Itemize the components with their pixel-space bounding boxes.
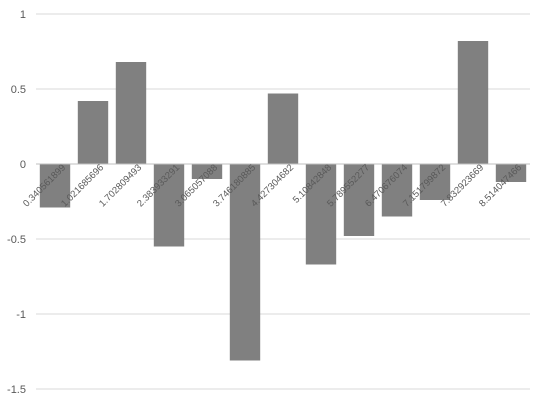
y-axis-tick-labels: 1 0.5 0 -0.5 -1 -1.5: [7, 9, 26, 396]
y-tick-label: -1.5: [7, 384, 26, 396]
y-tick-label: -1: [16, 309, 26, 321]
y-tick-label: 0: [20, 159, 26, 171]
bar: [495, 164, 527, 182]
bar: [343, 164, 375, 236]
bar: [77, 101, 109, 164]
bar: [191, 164, 223, 179]
bar: [305, 164, 337, 265]
bar: [267, 93, 299, 164]
bar: [229, 164, 261, 361]
y-tick-label: 0.5: [11, 84, 26, 96]
bar: [457, 41, 489, 164]
bars: [39, 41, 527, 361]
y-tick-label: -0.5: [7, 234, 26, 246]
bar: [419, 164, 451, 200]
bar: [381, 164, 413, 217]
bar: [115, 62, 147, 164]
y-tick-label: 1: [20, 9, 26, 21]
bar: [153, 164, 185, 247]
bar: [39, 164, 71, 208]
